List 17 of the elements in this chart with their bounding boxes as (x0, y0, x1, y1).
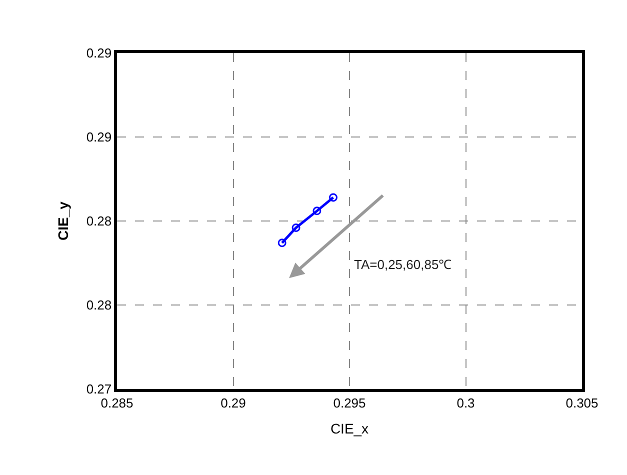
y-tick-label: 0.28 (86, 298, 112, 313)
y-tick-label: 0.27 (86, 382, 112, 397)
y-axis-title: CIE_y (54, 201, 71, 240)
x-axis-title: CIE_x (330, 420, 369, 437)
y-tick-label: 0.29 (86, 130, 112, 145)
y-tick-label: 0.28 (86, 214, 112, 229)
x-tick-label: 0.295 (333, 395, 366, 410)
point (278, 238, 286, 248)
x-tick-label: 0.305 (566, 395, 598, 410)
x-tick-label: 0.285 (100, 395, 134, 410)
point (328, 193, 338, 202)
x-tick-label: 0.3 (456, 395, 475, 410)
annotation: TA=0,25,60,85℃ (354, 257, 452, 272)
x-tick-label: 0.29 (220, 395, 246, 410)
point (312, 206, 322, 216)
y-tick-label: 0.29 (86, 46, 112, 61)
point (292, 223, 300, 232)
